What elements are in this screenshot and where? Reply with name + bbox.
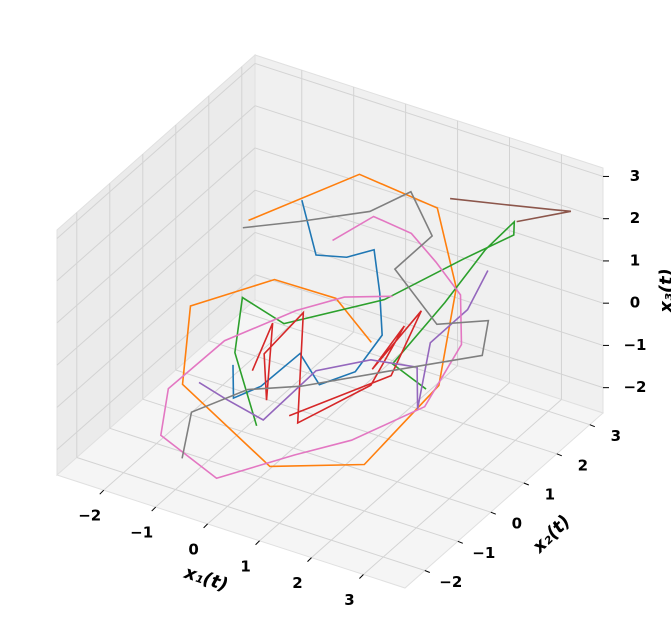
x-tick-label: 1 — [240, 557, 250, 575]
z-tick-label: 1 — [630, 251, 640, 269]
tick-mark — [523, 482, 529, 486]
trajectory — [159, 215, 463, 480]
trajectory — [181, 173, 458, 468]
tick-mark — [490, 511, 496, 515]
grid-line — [254, 62, 604, 177]
x-tick-label: 2 — [292, 574, 302, 592]
grid-line — [56, 63, 256, 239]
grid-line — [56, 274, 256, 451]
tick-mark — [589, 424, 595, 428]
grid-line — [208, 340, 557, 455]
tick-mark — [203, 523, 208, 529]
trajectory — [198, 270, 489, 421]
tick-mark — [99, 489, 105, 495]
y-axis-label: x₂(t) — [528, 511, 575, 558]
grid-line — [311, 382, 510, 559]
y-tick-label: 3 — [611, 427, 621, 445]
grid-line — [254, 274, 604, 389]
y-tick-label: −2 — [439, 573, 462, 591]
z-tick-label: 3 — [630, 167, 640, 185]
x-tick-label: −2 — [78, 507, 101, 525]
tick-mark — [457, 540, 463, 544]
trajectory — [251, 310, 423, 425]
grid-line — [76, 457, 425, 571]
pane — [56, 299, 604, 589]
y-tick-label: 1 — [545, 486, 555, 504]
z-tick-label: −2 — [623, 378, 646, 396]
y-tick-label: 2 — [578, 456, 588, 474]
tick-mark — [255, 540, 260, 546]
grid-line — [363, 399, 562, 575]
x-tick-label: 3 — [344, 591, 354, 609]
z-tick-label: −1 — [623, 336, 646, 354]
tick-mark — [151, 506, 157, 512]
panes — [56, 53, 604, 589]
tick-mark — [359, 574, 364, 579]
grid-line — [56, 189, 256, 366]
z-tick-label: 0 — [630, 294, 640, 312]
grid-line — [142, 398, 491, 513]
x-axis-label: x₁(t) — [181, 562, 231, 596]
grid-line — [259, 365, 458, 542]
trajectory — [181, 190, 490, 459]
grid-line — [254, 189, 604, 304]
y-tick-label: −1 — [472, 544, 495, 562]
grid-line — [56, 105, 256, 282]
grid-line — [109, 427, 458, 542]
grid-line — [207, 348, 406, 525]
grid-line — [56, 147, 256, 324]
grid-line — [56, 232, 256, 408]
z-axis-label: x₃(t) — [656, 268, 671, 314]
y-tick-label: 0 — [512, 515, 522, 533]
grid-line — [254, 105, 604, 220]
grid-line — [241, 311, 590, 426]
x-tick-label: 0 — [188, 540, 198, 558]
tick-mark — [307, 557, 312, 562]
tick-mark — [556, 453, 562, 457]
z-tick-label: 2 — [630, 209, 640, 227]
grid-line — [254, 231, 604, 346]
trajectory — [234, 219, 516, 427]
tick-mark — [424, 570, 430, 573]
trajectory — [450, 197, 572, 223]
x-tick-label: −1 — [130, 524, 153, 542]
